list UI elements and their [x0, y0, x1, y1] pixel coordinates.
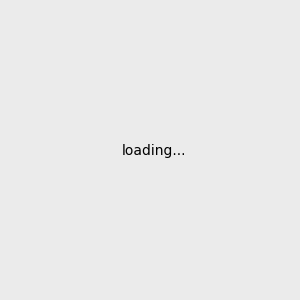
Text: loading...: loading...	[122, 145, 186, 158]
